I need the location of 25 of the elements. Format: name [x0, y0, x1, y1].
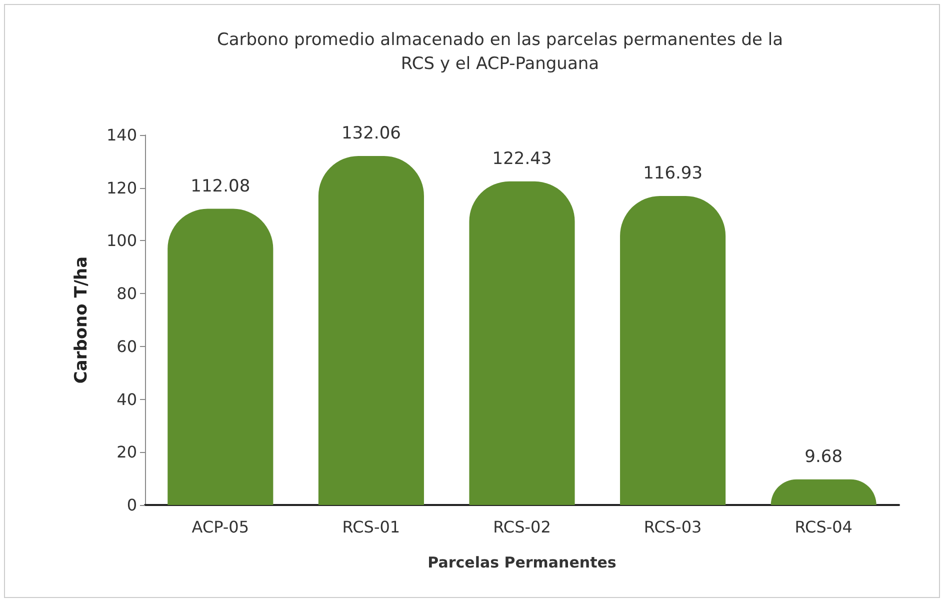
data-label: 9.68 — [804, 446, 843, 467]
y-tick-label: 60 — [116, 336, 137, 356]
y-tick-label: 100 — [106, 231, 137, 250]
chart-title: Carbono promedio almacenado en las parcelas permanentes de la RCS y el ACP-Panguana — [216, 30, 784, 74]
y-tick-label: 120 — [106, 178, 137, 198]
y-axis-title: Carbono T/ha — [72, 256, 92, 384]
y-tick-label: 40 — [116, 390, 137, 409]
x-tick-label: RCS-03 — [644, 518, 702, 536]
x-tick-label: RCS-02 — [493, 518, 551, 536]
data-label: 122.43 — [492, 148, 552, 169]
x-axis-title: Parcelas Permanentes — [428, 554, 616, 572]
data-label: 112.08 — [190, 176, 250, 196]
bar — [168, 208, 274, 505]
x-tick-label: ACP-05 — [192, 518, 250, 536]
y-tick-label: 140 — [106, 126, 137, 144]
y-tick-label: 20 — [116, 442, 137, 462]
x-tick-label: RCS-04 — [794, 518, 852, 536]
bar — [469, 181, 575, 505]
bar — [620, 196, 726, 505]
y-tick-label: 80 — [116, 284, 137, 304]
y-tick-label: 0 — [126, 496, 137, 514]
bar — [318, 156, 424, 505]
x-tick-label: RCS-01 — [342, 518, 400, 536]
data-label: 116.93 — [643, 163, 703, 184]
data-label: 132.06 — [341, 123, 401, 144]
